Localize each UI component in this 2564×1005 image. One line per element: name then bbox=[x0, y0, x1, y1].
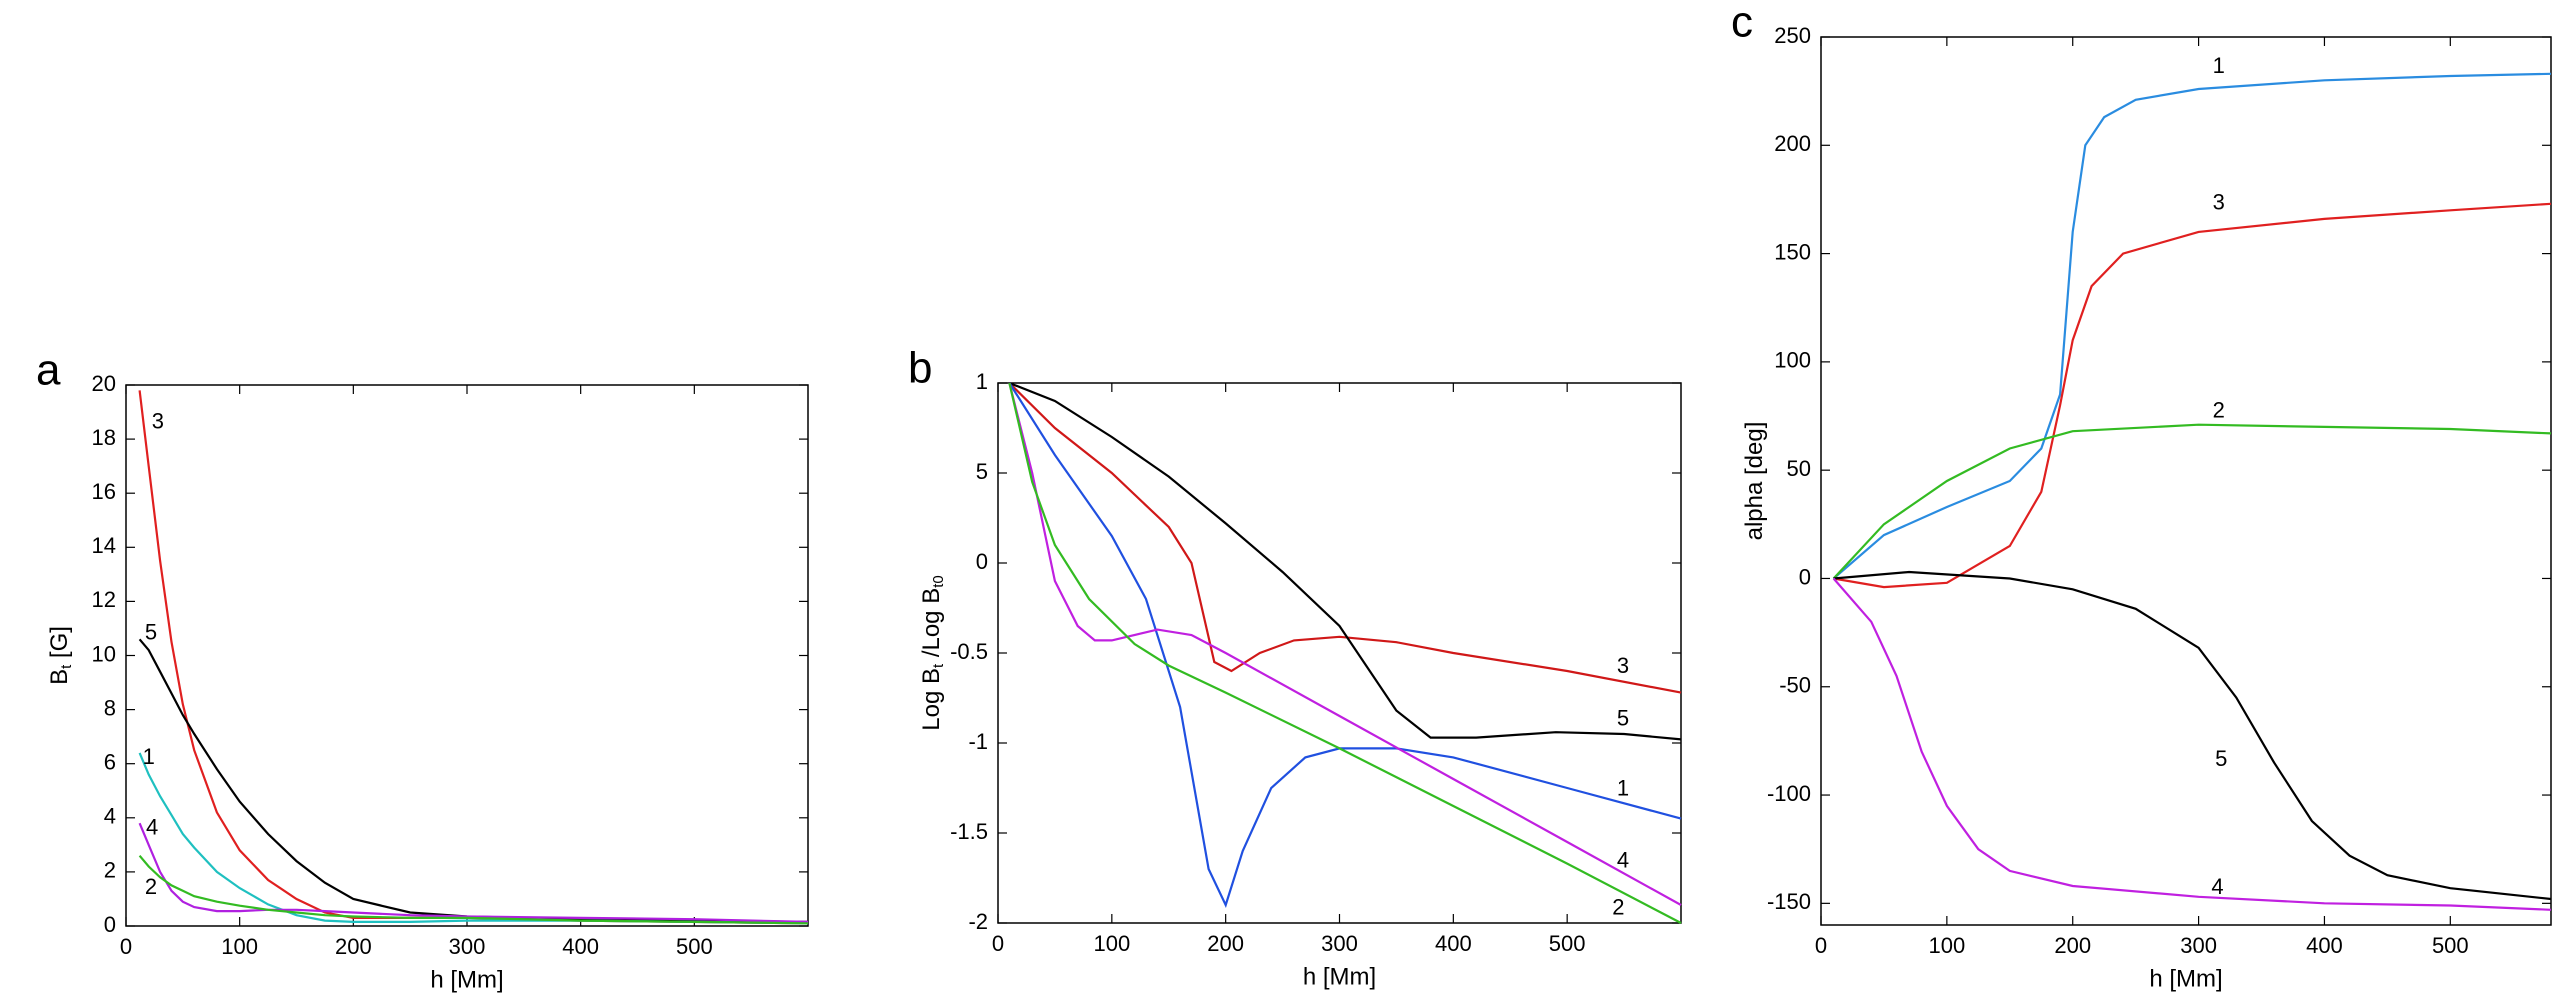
y-label-text: alpha [deg] bbox=[1741, 422, 1768, 541]
series-label: 1 bbox=[143, 744, 155, 769]
panel-letter: c bbox=[1731, 0, 1753, 47]
y-tick-label: 250 bbox=[1774, 23, 1811, 48]
x-tick-label: 0 bbox=[120, 934, 132, 959]
y-tick-label: -50 bbox=[1779, 673, 1811, 698]
series-label: 2 bbox=[145, 874, 157, 899]
y-tick-label: -150 bbox=[1767, 889, 1811, 914]
y-tick-label: 150 bbox=[1774, 239, 1811, 264]
x-tick-label: 300 bbox=[449, 934, 486, 959]
y-label-text: /Log B bbox=[918, 588, 945, 664]
series-label: 1 bbox=[2213, 53, 2225, 78]
x-axis-label: h [Mm] bbox=[1303, 963, 1376, 990]
line-series bbox=[138, 390, 809, 925]
line-series bbox=[1832, 423, 2552, 580]
x-tick-label: 400 bbox=[562, 934, 599, 959]
x-tick-label: 100 bbox=[221, 934, 258, 959]
y-tick-label: 16 bbox=[92, 479, 116, 504]
y-label-text: Log B bbox=[918, 668, 945, 731]
y-label-text: B bbox=[46, 669, 73, 685]
y-tick-label: 200 bbox=[1774, 131, 1811, 156]
y-tick-label: 4 bbox=[104, 804, 116, 829]
x-tick-label: 300 bbox=[1321, 931, 1358, 956]
series-label: 4 bbox=[146, 814, 158, 839]
y-tick-label: -2 bbox=[968, 909, 988, 934]
x-tick-label: 500 bbox=[1549, 931, 1586, 956]
y-tick-label: 10 bbox=[92, 641, 116, 666]
line-series bbox=[138, 752, 809, 925]
series-label: 1 bbox=[1617, 776, 1629, 801]
line-series bbox=[1008, 382, 1682, 924]
y-axis-label: alpha [deg] bbox=[1741, 422, 1768, 541]
line-series bbox=[138, 854, 809, 925]
y-tick-label: 1 bbox=[976, 369, 988, 394]
plot-frame bbox=[125, 384, 809, 927]
y-tick-label: 50 bbox=[1787, 456, 1811, 481]
series-label: 5 bbox=[2215, 746, 2227, 771]
x-tick-label: 200 bbox=[1207, 931, 1244, 956]
line-series bbox=[1833, 570, 2552, 901]
line-series bbox=[1008, 382, 1682, 694]
series-label: 2 bbox=[2213, 398, 2225, 423]
line-series bbox=[138, 822, 809, 923]
series-label: 4 bbox=[2211, 874, 2223, 899]
y-tick-label: 6 bbox=[104, 750, 116, 775]
series-label: 2 bbox=[1612, 894, 1624, 919]
line-series bbox=[1008, 381, 1682, 741]
y-label-text: [G] bbox=[46, 626, 73, 665]
y-tick-label: 2 bbox=[104, 858, 116, 883]
y-tick-label: 18 bbox=[92, 425, 116, 450]
line-series bbox=[138, 638, 809, 923]
y-tick-label: 14 bbox=[92, 533, 116, 558]
y-axis-label: Bt [G] bbox=[46, 626, 75, 685]
y-label-subscript: t bbox=[58, 664, 75, 669]
panel-letter: b bbox=[908, 344, 932, 393]
y-tick-label: 100 bbox=[1774, 348, 1811, 373]
x-tick-label: 0 bbox=[1815, 933, 1827, 958]
panel-letter: a bbox=[36, 346, 61, 395]
plot-frame bbox=[1820, 36, 2552, 926]
x-axis-label: h [Mm] bbox=[430, 966, 503, 993]
x-tick-label: 400 bbox=[2306, 933, 2343, 958]
x-tick-label: 200 bbox=[2054, 933, 2091, 958]
y-tick-label: -0.5 bbox=[950, 639, 988, 664]
y-tick-label: 12 bbox=[92, 587, 116, 612]
y-tick-label: -100 bbox=[1767, 781, 1811, 806]
x-tick-label: 400 bbox=[1435, 931, 1472, 956]
line-series bbox=[1008, 382, 1682, 909]
series-label: 4 bbox=[1617, 848, 1629, 873]
series-label: 3 bbox=[1617, 653, 1629, 678]
y-axis-label: Log Bt /Log Bt0 bbox=[918, 575, 947, 730]
x-tick-label: 100 bbox=[1929, 933, 1966, 958]
x-tick-label: 100 bbox=[1093, 931, 1130, 956]
x-tick-label: 500 bbox=[2432, 933, 2469, 958]
y-tick-label: 0 bbox=[104, 912, 116, 937]
series-label: 5 bbox=[1617, 705, 1629, 730]
x-tick-label: 300 bbox=[2180, 933, 2217, 958]
x-tick-label: 0 bbox=[992, 931, 1004, 956]
series-label: 3 bbox=[152, 409, 164, 434]
y-tick-label: 8 bbox=[104, 695, 116, 720]
y-tick-label: -1.5 bbox=[950, 819, 988, 844]
line-series bbox=[1833, 202, 2552, 589]
y-tick-label: -1 bbox=[968, 729, 988, 754]
series-label: 3 bbox=[2213, 190, 2225, 215]
y-tick-label: 5 bbox=[976, 459, 988, 484]
y-tick-label: 0 bbox=[1799, 564, 1811, 589]
x-axis-label: h [Mm] bbox=[2149, 965, 2222, 992]
line-series bbox=[1008, 382, 1682, 906]
series-label: 5 bbox=[145, 620, 157, 645]
y-tick-label: 0 bbox=[976, 549, 988, 574]
y-label-subscript: t0 bbox=[930, 575, 947, 588]
x-tick-label: 500 bbox=[676, 934, 713, 959]
x-tick-label: 200 bbox=[335, 934, 372, 959]
y-tick-label: 20 bbox=[92, 371, 116, 396]
line-series bbox=[1832, 577, 2552, 911]
y-label-subscript: t bbox=[930, 663, 947, 668]
line-series bbox=[1832, 72, 2552, 580]
